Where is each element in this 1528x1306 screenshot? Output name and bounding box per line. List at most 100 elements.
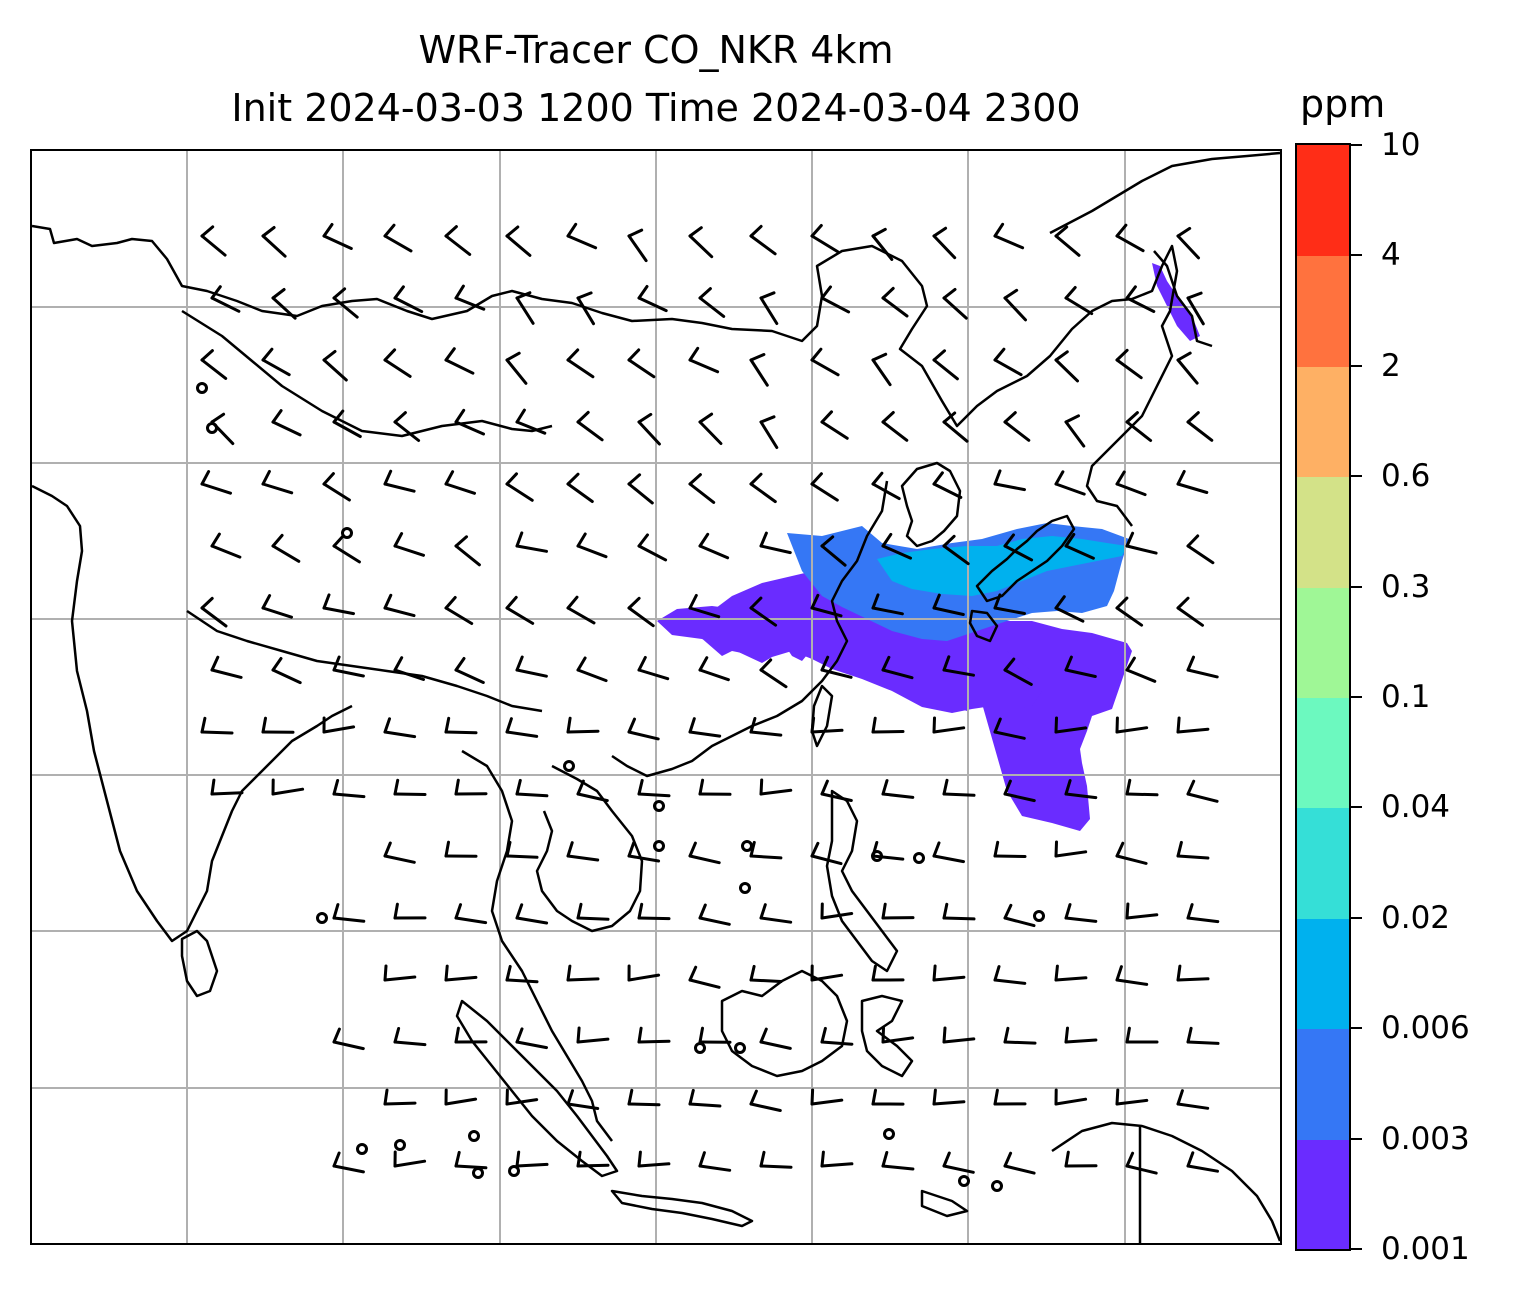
calm-wind-marker: [341, 527, 353, 539]
wind-barb: [1054, 482, 1086, 496]
coast-new-guinea: [1051, 1121, 1280, 1242]
wind-barb: [871, 730, 905, 734]
wind-barb: [627, 606, 655, 628]
wind-barb-flag: [576, 656, 587, 672]
wind-barb-flag: [1003, 533, 1015, 548]
wind-barb: [810, 482, 839, 502]
wind-barb: [393, 668, 425, 681]
wind-barb-flag: [637, 778, 644, 796]
wind-barb: [759, 788, 793, 796]
wind-barb: [942, 296, 968, 320]
wind-barb-flag: [759, 778, 764, 796]
wind-barb-flag: [627, 348, 641, 362]
calm-wind-marker: [206, 422, 218, 434]
wind-barb: [810, 728, 844, 734]
wind-barb: [515, 544, 548, 553]
wind-barb: [1125, 668, 1157, 683]
wind-barb: [1186, 792, 1219, 803]
wind-barb-flag: [444, 596, 457, 610]
wind-barb: [820, 792, 853, 802]
wind-barb-flag: [393, 532, 404, 548]
coast-far-east: [1049, 151, 1280, 235]
wind-barb: [444, 606, 474, 625]
wind-barb: [1054, 606, 1085, 623]
wind-barb: [1176, 854, 1210, 860]
wind-barbs: [196, 222, 1220, 1192]
colorbar-segment: [1297, 586, 1349, 698]
wind-barb-flag: [1054, 716, 1058, 734]
wind-barb: [1115, 978, 1149, 986]
wind-barb-flag: [749, 717, 757, 734]
wind-barb-flag: [688, 226, 703, 238]
wind-barb: [454, 668, 485, 684]
wind-barb-flag: [881, 1151, 889, 1168]
wind-barb-flag: [1064, 655, 1073, 672]
colorbar-tick-label: 0.3: [1381, 568, 1431, 605]
wind-barb: [637, 1162, 671, 1168]
wind-barb: [871, 358, 892, 387]
wind-barb: [1115, 482, 1147, 497]
wind-barb: [444, 358, 475, 375]
calm-wind-marker: [991, 1180, 1003, 1192]
wind-barb-flag: [871, 716, 877, 734]
wind-barb-flag: [200, 349, 214, 362]
wind-barb: [749, 854, 783, 860]
wind-barb: [505, 482, 534, 502]
wind-barb: [1064, 792, 1098, 800]
wind-barb-flag: [505, 225, 520, 238]
wind-barb: [1186, 668, 1219, 679]
wind-barb-flag: [261, 347, 274, 362]
wind-barb: [881, 792, 915, 799]
wind-barb: [200, 358, 228, 380]
colorbar-tick-label: 0.006: [1381, 1010, 1470, 1047]
coast-japan-kyushu: [968, 609, 999, 643]
wind-barb: [505, 1098, 539, 1106]
wind-barb-flag: [393, 411, 407, 424]
colorbar-tick-label: 0.003: [1381, 1120, 1470, 1157]
wind-barb: [749, 978, 783, 983]
colorbar-tick: [1351, 144, 1362, 146]
co-tracer-plume: [657, 263, 1200, 831]
wind-barb-flag: [1003, 657, 1016, 672]
wind-barb-flag: [993, 965, 1001, 982]
wind-barb: [942, 668, 975, 677]
wind-barb-flag: [393, 1027, 401, 1044]
wind-barb-flag: [454, 903, 462, 920]
wind-barb-flag: [1125, 902, 1130, 920]
calm-wind-marker: [508, 1165, 520, 1177]
wind-barb: [688, 606, 721, 619]
wind-barb-flag: [810, 716, 816, 734]
wind-barb: [627, 730, 660, 741]
wind-barb: [1125, 296, 1156, 313]
wind-barb: [566, 234, 598, 250]
wind-barb-flag: [942, 411, 957, 424]
wind-barb: [1125, 792, 1159, 797]
coast-india: [32, 484, 353, 943]
wind-barb-flag: [1125, 1151, 1135, 1168]
wind-barb-flag: [810, 347, 823, 362]
colorbar-tick: [1351, 1248, 1362, 1250]
colorbar-tick-label: 0.6: [1381, 458, 1431, 495]
coast-sulawesi: [860, 994, 914, 1078]
wind-barb: [627, 854, 661, 863]
wind-barb-flag: [444, 347, 456, 362]
calm-wind-marker: [196, 382, 208, 394]
wind-barb: [881, 296, 909, 318]
wind-barb: [1115, 606, 1144, 627]
wind-barb-flag: [942, 287, 957, 300]
plume-core: [877, 536, 1127, 596]
wind-barb: [1115, 1098, 1149, 1106]
wind-barb: [566, 482, 594, 503]
colorbar-tick-label: 0.1: [1381, 679, 1431, 715]
wind-barb-flag: [688, 717, 696, 734]
wind-barb-flag: [1003, 288, 1019, 300]
wind-barb: [576, 1163, 610, 1168]
wind-barb: [932, 234, 957, 260]
wind-barb-flag: [1064, 1026, 1069, 1044]
colorbar-tick: [1351, 254, 1362, 257]
wind-barb: [932, 482, 963, 499]
wind-barb: [1054, 976, 1088, 982]
wind-barb: [454, 544, 481, 567]
wind-barb: [993, 730, 1026, 740]
wind-barb: [1176, 977, 1210, 982]
